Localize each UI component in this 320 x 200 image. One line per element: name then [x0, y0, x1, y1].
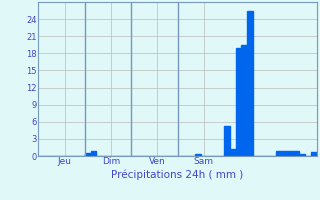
Bar	[247, 11, 253, 156]
Bar	[241, 45, 247, 156]
Bar	[236, 48, 241, 156]
Bar	[91, 151, 96, 156]
X-axis label: Précipitations 24h ( mm ): Précipitations 24h ( mm )	[111, 169, 244, 180]
Bar	[230, 149, 236, 156]
Bar	[288, 151, 294, 156]
Bar	[282, 151, 288, 156]
Bar	[311, 152, 317, 156]
Bar	[224, 126, 230, 156]
Bar	[85, 153, 91, 156]
Bar	[276, 151, 282, 156]
Bar	[300, 154, 305, 156]
Bar	[195, 154, 201, 156]
Bar	[294, 151, 300, 156]
